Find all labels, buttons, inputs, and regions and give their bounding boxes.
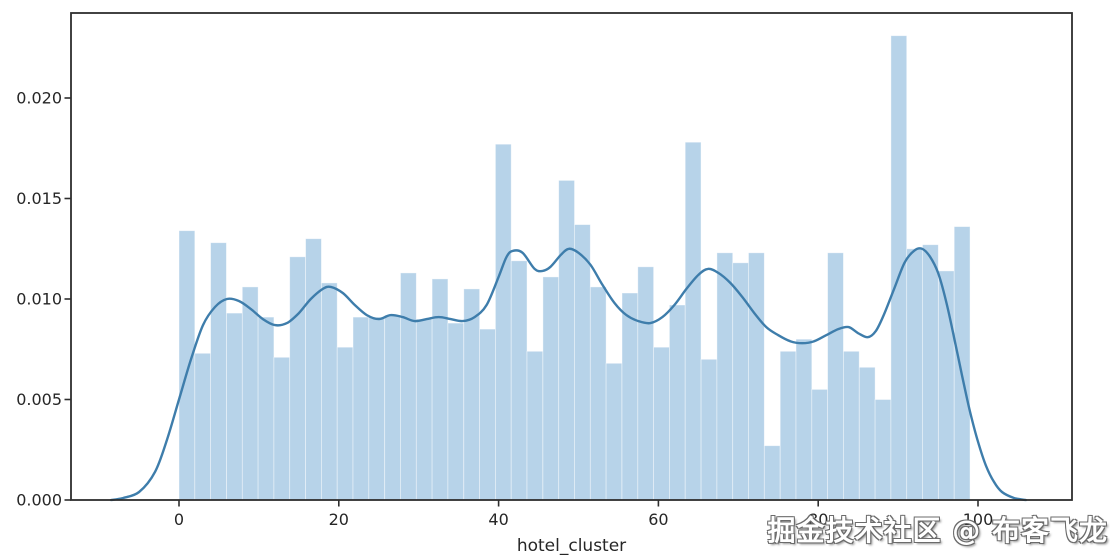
histogram-bar: [890, 35, 908, 501]
histogram-bar: [273, 356, 291, 501]
histogram-bar: [257, 316, 275, 501]
histogram-bar: [732, 262, 749, 501]
y-tick-label: 0.020: [16, 89, 62, 108]
histogram-bar: [210, 242, 227, 501]
histogram-bar: [763, 445, 781, 501]
histogram-bar: [526, 350, 544, 501]
histogram-bar: [621, 292, 639, 501]
histogram-bar: [510, 260, 528, 501]
histogram-bar: [384, 314, 401, 501]
x-tick-label: 40: [488, 510, 508, 529]
histogram-bar: [320, 282, 338, 501]
histogram-bar: [589, 286, 607, 501]
histogram-bar: [479, 328, 496, 501]
histogram-bar: [779, 350, 797, 501]
histogram-bar: [700, 358, 718, 501]
x-tick-label: 60: [648, 510, 668, 529]
histogram-bar: [858, 366, 876, 501]
histogram-bar: [748, 252, 765, 501]
histogram-bar: [906, 248, 923, 501]
axes-box: [70, 12, 1073, 501]
histogram-bar: [653, 346, 670, 501]
histogram-bar: [431, 278, 449, 501]
histogram-bar: [226, 312, 243, 501]
histogram-bar: [874, 399, 892, 501]
x-tick-label: 0: [174, 510, 184, 529]
histogram-bar: [289, 256, 306, 501]
histogram-bar: [241, 286, 259, 501]
histogram-bar: [827, 252, 844, 501]
y-tick-label: 0.000: [16, 491, 62, 510]
x-tick-label: 80: [808, 510, 828, 529]
histogram-bar: [637, 266, 655, 501]
y-tick-label: 0.015: [16, 189, 62, 208]
histogram-bar: [558, 179, 575, 501]
x-tick-label: 20: [329, 510, 349, 529]
histogram-bar: [400, 272, 417, 501]
histogram-bar: [684, 141, 702, 501]
y-tick-label: 0.010: [16, 290, 62, 309]
histogram-bar: [843, 350, 860, 501]
kde-curve: [109, 247, 1028, 502]
histogram-bar: [922, 244, 939, 501]
histogram-bar: [336, 346, 354, 501]
y-tick-label: 0.005: [16, 390, 62, 409]
histogram-bar: [811, 388, 829, 501]
histogram-bar: [542, 276, 560, 501]
histogram-bar: [178, 230, 196, 501]
histogram-bar: [953, 226, 971, 501]
histogram-bar: [669, 304, 686, 501]
histogram-bar: [415, 318, 433, 501]
histogram-bar: [574, 224, 591, 501]
x-axis-label: hotel_cluster: [517, 536, 626, 556]
x-tick-label: 100: [963, 510, 994, 529]
histogram-bar: [194, 352, 212, 501]
histogram-bar: [795, 338, 813, 501]
histogram-bar: [716, 252, 734, 501]
histogram-bar: [368, 316, 386, 501]
histogram-bar: [305, 238, 322, 501]
histogram-bar: [352, 316, 370, 501]
histogram-bar: [447, 322, 465, 501]
histogram-bar: [494, 143, 512, 501]
histogram-bar: [605, 362, 623, 501]
